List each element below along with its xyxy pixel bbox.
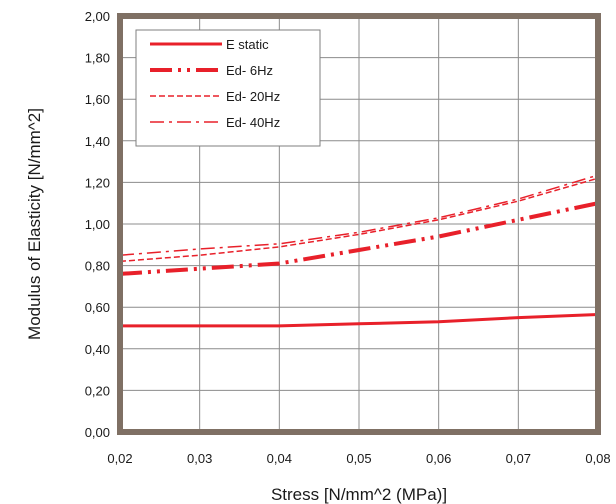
y-tick-label: 1,20: [85, 175, 110, 190]
legend-box: [135, 29, 321, 147]
series-line-0: [120, 313, 599, 328]
y-tick-label: 0,80: [85, 259, 110, 274]
plot-frame: [117, 13, 601, 435]
x-tick-label: 0,07: [506, 451, 531, 466]
x-tick-label: 0,04: [267, 451, 292, 466]
x-tick-label: 0,05: [346, 451, 371, 466]
y-tick-label: 1,00: [85, 217, 110, 232]
y-tick-labels: 0,00 0,20 0,40 0,60 0,80 1,00 1,20 1,40 1,60 1,80…: [85, 9, 110, 440]
y-tick-label: 1,60: [85, 92, 110, 107]
x-tick-label: 0,06: [426, 451, 451, 466]
x-tick-labels: 0,02 0,03 0,04 0,05 0,06 0,07 0,08: [107, 451, 610, 466]
y-tick-label: 0,20: [85, 383, 110, 398]
legend: E static Ed- 6Hz Ed- 20Hz Ed- 40Hz: [135, 29, 321, 147]
y-tick-label: 0,40: [85, 342, 110, 357]
y-tick-label: 1,40: [85, 134, 110, 149]
legend-label: Ed- 40Hz: [226, 115, 280, 130]
y-tick-label: 0,60: [85, 300, 110, 315]
y-tick-label: 2,00: [85, 9, 110, 24]
y-tick-label: 1,80: [85, 51, 110, 66]
legend-label: Ed- 6Hz: [226, 63, 273, 78]
y-axis-label: Modulus of Elasticity [N/mm^2]: [25, 108, 44, 340]
series-line-1: [119, 201, 599, 276]
y-tick-label: 0,00: [85, 425, 110, 440]
x-tick-label: 0,03: [187, 451, 212, 466]
x-axis-label: Stress [N/mm^2 (MPa)]: [271, 485, 447, 504]
legend-label: E static: [226, 37, 269, 52]
plot-lines: [119, 174, 599, 328]
x-tick-label: 0,02: [107, 451, 132, 466]
legend-label: Ed- 20Hz: [226, 89, 280, 104]
x-tick-label: 0,08: [585, 451, 610, 466]
